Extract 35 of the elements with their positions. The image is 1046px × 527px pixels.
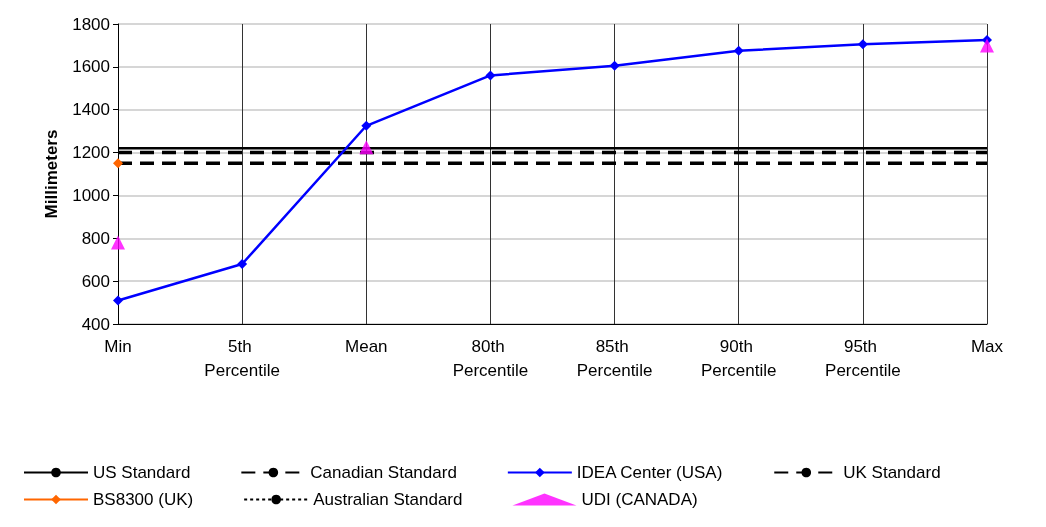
point bbox=[361, 120, 372, 131]
y-tick-label: 1800 bbox=[72, 14, 110, 34]
x-tick-label: Max bbox=[970, 336, 1004, 356]
y-tick-label: 1000 bbox=[72, 185, 110, 205]
point bbox=[733, 45, 744, 56]
point bbox=[113, 295, 123, 306]
x-tick-label: 95th Percentile bbox=[825, 336, 901, 380]
point bbox=[857, 39, 868, 50]
point bbox=[237, 259, 248, 269]
legend-label: UK Standard bbox=[843, 463, 941, 482]
y-tick-label: 1200 bbox=[72, 143, 110, 163]
x-tick-label: Min bbox=[104, 336, 132, 356]
point bbox=[113, 158, 123, 169]
x-tick-label: 80th Percentile bbox=[452, 336, 529, 380]
y-tick-label: 600 bbox=[81, 271, 110, 291]
y-tick-label: 1600 bbox=[72, 57, 110, 77]
point bbox=[485, 70, 496, 81]
x-tick-label: Mean bbox=[345, 336, 388, 356]
point bbox=[609, 60, 620, 71]
x-tick-label: 85th Percentile bbox=[576, 336, 653, 380]
y-tick-label: 800 bbox=[81, 228, 110, 248]
y-axis-title: Millimeters bbox=[42, 129, 61, 219]
legend-label: BS8300 (UK) bbox=[93, 490, 194, 509]
point bbox=[111, 235, 125, 250]
legend-label: UDI (CANADA) bbox=[581, 490, 698, 509]
legend-label: US Standard bbox=[93, 463, 191, 482]
x-tick-label: 90th Percentile bbox=[700, 336, 777, 380]
legend-label: Canadian Standard bbox=[310, 463, 457, 482]
point bbox=[359, 140, 374, 155]
y-tick-label: 400 bbox=[81, 314, 110, 334]
point bbox=[980, 38, 994, 53]
legend-label: IDEA Center (USA) bbox=[576, 463, 723, 482]
x-tick-label: 5th Percentile bbox=[204, 336, 280, 380]
legend-label: Australian Standard bbox=[313, 490, 463, 509]
y-tick-label: 1400 bbox=[72, 100, 110, 120]
